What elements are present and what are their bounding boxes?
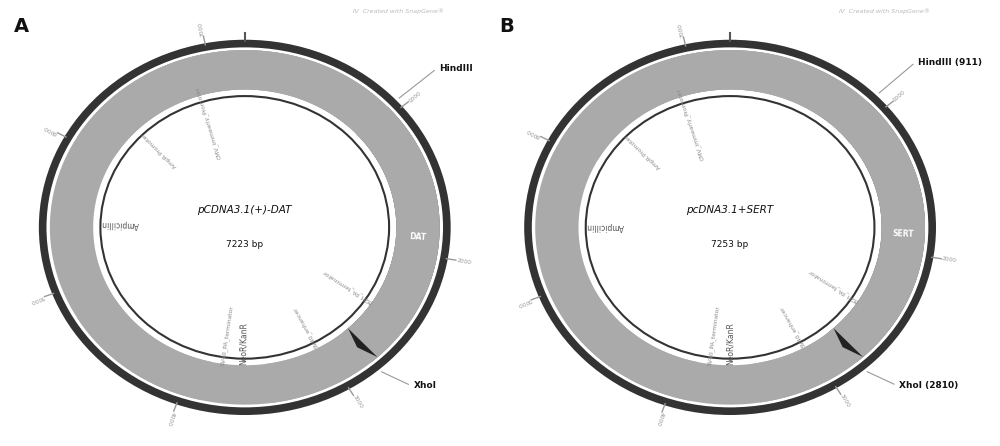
Text: AmpR Promoter: AmpR Promoter: [141, 132, 178, 169]
Text: HindIII: HindIII: [439, 64, 473, 73]
Text: DAT: DAT: [409, 232, 426, 242]
Text: BGH_PA_terminator: BGH_PA_terminator: [321, 268, 373, 305]
Text: 5000: 5000: [516, 297, 532, 308]
Text: A: A: [14, 17, 29, 36]
Text: 1000: 1000: [892, 90, 907, 103]
Polygon shape: [77, 50, 440, 405]
Polygon shape: [586, 105, 619, 135]
Polygon shape: [343, 107, 440, 362]
Text: BGH_PA_terminator: BGH_PA_terminator: [806, 268, 859, 304]
Text: pCDNA3.1(+)-DAT: pCDNA3.1(+)-DAT: [198, 205, 292, 215]
Text: Ⅳ  Created with SnapGene®: Ⅳ Created with SnapGene®: [839, 8, 930, 14]
Polygon shape: [348, 97, 377, 126]
Polygon shape: [805, 347, 826, 381]
Text: 3000: 3000: [352, 394, 363, 409]
Text: NeoR/KanR: NeoR/KanR: [239, 322, 248, 365]
Text: 6000: 6000: [43, 124, 58, 135]
Polygon shape: [348, 328, 378, 357]
Text: SERT: SERT: [892, 229, 914, 239]
Text: Ⅳ  Created with SnapGene®: Ⅳ Created with SnapGene®: [353, 8, 444, 14]
Text: Ampicillin: Ampicillin: [101, 219, 139, 229]
Text: B: B: [499, 17, 514, 36]
Text: CMV_immearly_Promoter: CMV_immearly_Promoter: [676, 87, 706, 161]
Text: 7223 bp: 7223 bp: [226, 240, 263, 249]
Polygon shape: [573, 123, 608, 146]
Polygon shape: [560, 50, 925, 405]
Text: 5000: 5000: [29, 294, 45, 304]
Polygon shape: [50, 50, 440, 403]
Text: pcDNA3.1+SERT: pcDNA3.1+SERT: [686, 205, 774, 215]
Polygon shape: [103, 103, 136, 132]
Text: SV40_enhancer: SV40_enhancer: [778, 305, 806, 348]
Text: 2000: 2000: [942, 256, 957, 264]
Polygon shape: [318, 348, 339, 382]
Polygon shape: [830, 94, 858, 124]
Polygon shape: [741, 370, 759, 398]
Text: 4000: 4000: [655, 411, 664, 427]
Text: 7000: 7000: [678, 22, 686, 38]
Polygon shape: [829, 103, 925, 362]
Text: 6000: 6000: [526, 128, 541, 139]
Polygon shape: [834, 328, 863, 357]
Text: CMV_immearly_Promoter: CMV_immearly_Promoter: [194, 86, 223, 160]
Polygon shape: [688, 362, 704, 401]
Text: XhoI: XhoI: [413, 381, 436, 390]
Text: SV40_enhancer: SV40_enhancer: [292, 305, 320, 348]
Polygon shape: [535, 50, 925, 403]
Text: XhoI (2810): XhoI (2810): [899, 381, 958, 390]
Polygon shape: [90, 120, 125, 144]
Text: 7000: 7000: [198, 21, 206, 37]
Polygon shape: [200, 362, 216, 400]
Polygon shape: [144, 50, 377, 126]
Polygon shape: [253, 370, 271, 398]
Text: SV40_PA_terminator: SV40_PA_terminator: [220, 305, 234, 366]
Text: 3000: 3000: [839, 393, 851, 408]
Text: 7253 bp: 7253 bp: [711, 240, 749, 249]
Polygon shape: [626, 50, 858, 124]
Polygon shape: [805, 342, 838, 381]
Text: AmpR Promoter: AmpR Promoter: [624, 133, 662, 170]
Text: 1000: 1000: [407, 90, 422, 103]
Text: Ampicillin: Ampicillin: [586, 222, 624, 231]
Text: NeoR/KanR: NeoR/KanR: [726, 322, 735, 365]
Text: SV40_PA_terminator: SV40_PA_terminator: [707, 305, 721, 366]
Polygon shape: [329, 340, 362, 372]
Text: 2000: 2000: [456, 258, 472, 265]
Text: HindIII (911): HindIII (911): [918, 58, 982, 67]
Polygon shape: [816, 339, 849, 371]
Polygon shape: [318, 343, 351, 382]
Text: 4000: 4000: [166, 410, 176, 426]
